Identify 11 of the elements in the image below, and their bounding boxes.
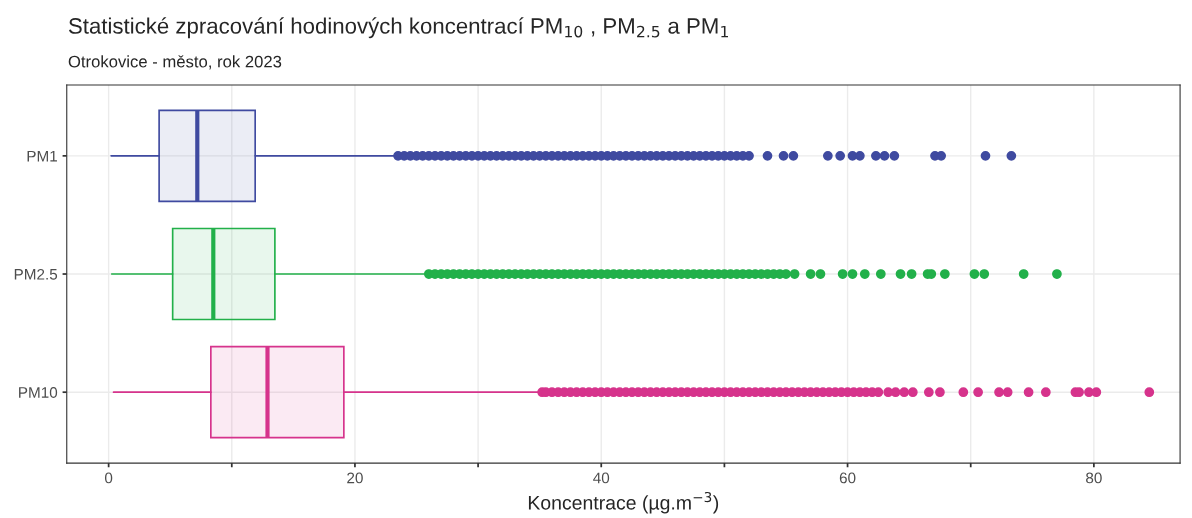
x-axis-title: Koncentrace (µg.m$^{−3}$) <box>528 491 719 514</box>
chart-title: Statistické zpracování hodinových koncentrací PM$_{10}$ , PM$_{2.5}$ a PM$_{1}$ <box>68 17 728 39</box>
y-tick-label: PM1 <box>27 150 57 162</box>
chart-subtitle: Otrokovice - město, rok 2023 <box>68 55 282 70</box>
x-tick-label: 80 <box>1086 472 1102 484</box>
x-tick-label: 20 <box>347 472 363 484</box>
y-tick-label: PM2.5 <box>14 268 58 280</box>
x-tick-label: 60 <box>839 472 856 484</box>
y-tick-label: PM10 <box>19 387 58 398</box>
x-tick-label: 40 <box>593 472 610 484</box>
x-tick-label: 0 <box>104 472 113 484</box>
